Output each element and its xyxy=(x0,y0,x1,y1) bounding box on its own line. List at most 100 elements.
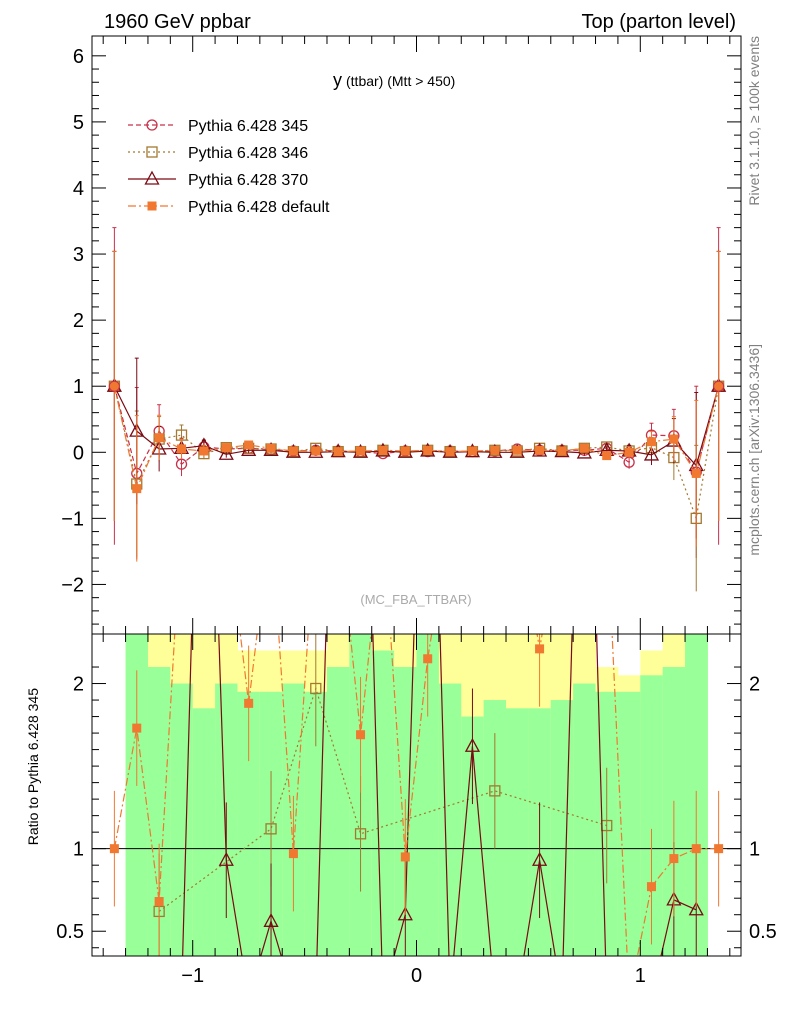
ratio-point xyxy=(288,849,298,859)
ratio-point xyxy=(535,644,545,654)
legend-label: Pythia 6.428 346 xyxy=(188,145,308,162)
y-tick-label: −1 xyxy=(61,508,84,530)
legend-label: Pythia 6.428 default xyxy=(188,199,330,216)
y-tick-label: 5 xyxy=(73,112,84,134)
series-0 xyxy=(108,227,725,560)
ratio-line xyxy=(113,634,719,956)
y-tick-label: 1 xyxy=(73,376,84,398)
ratio-line xyxy=(158,686,607,912)
band-green xyxy=(573,683,597,956)
ratio-point xyxy=(397,906,413,921)
main-title-y: y xyxy=(333,70,342,90)
series-line xyxy=(113,386,720,476)
x-tick-label: −1 xyxy=(181,965,204,987)
y-tick-label: 6 xyxy=(73,46,84,68)
data-point xyxy=(669,434,679,444)
data-point xyxy=(624,447,634,457)
legend: Pythia 6.428 345 Pythia 6.428 346 Pythia 6… xyxy=(128,118,330,216)
data-point xyxy=(378,445,388,455)
band-green xyxy=(237,691,261,956)
data-point xyxy=(579,443,589,453)
legend-marker xyxy=(147,201,157,211)
band-green xyxy=(170,683,194,956)
data-point xyxy=(199,446,209,456)
ratio-point xyxy=(489,785,501,797)
data-point xyxy=(400,446,410,456)
ratio-y-tick-label-right: 0.5 xyxy=(749,921,777,943)
data-point xyxy=(218,445,234,460)
data-point xyxy=(175,458,188,470)
ratio-point xyxy=(154,897,164,907)
band-green xyxy=(640,675,664,956)
data-point xyxy=(691,468,701,478)
main-title-suffix: (ttbar) (Mtt > 450) xyxy=(346,73,455,89)
data-point xyxy=(244,440,254,450)
ratio-point xyxy=(109,844,119,854)
data-point xyxy=(557,446,567,456)
band-green xyxy=(617,691,641,956)
ratio-point xyxy=(356,730,366,740)
data-point xyxy=(356,446,366,456)
data-point xyxy=(643,446,660,461)
ratio-point xyxy=(646,882,656,892)
series-3 xyxy=(109,250,724,562)
band-green xyxy=(506,708,529,956)
legend-marker xyxy=(146,146,158,158)
main-panel: −2 −1 0 1 2 3 4 5 6 y (ttbar) (Mtt > 450) (MC_FBA… xyxy=(61,35,742,635)
main-title: y (ttbar) (Mtt > 450) xyxy=(333,70,455,90)
ratio-point xyxy=(464,737,481,752)
legend-marker xyxy=(146,119,158,131)
legend-label: Pythia 6.428 345 xyxy=(188,118,308,135)
band-green xyxy=(550,700,574,956)
data-point xyxy=(177,444,187,454)
band-green xyxy=(147,667,171,956)
legend-label: Pythia 6.428 370 xyxy=(188,172,308,189)
ratio-series-2 xyxy=(109,634,724,956)
band-green xyxy=(371,650,395,956)
data-point xyxy=(646,437,656,447)
data-point xyxy=(535,445,545,455)
rivet-label: Rivet 3.1.10, ≥ 100k events xyxy=(746,36,762,206)
ratio-point xyxy=(218,851,234,866)
data-point xyxy=(288,446,298,456)
x-tick-label: 0 xyxy=(411,965,422,987)
series-1 xyxy=(108,250,725,592)
x-tick-label: 1 xyxy=(635,965,646,987)
mcplots-label: mcplots.cern.ch [arXiv:1306.3436] xyxy=(746,344,762,556)
band-green xyxy=(438,683,462,956)
ratio-point xyxy=(400,852,410,862)
ratio-ylabel: Ratio to Pythia 6.428 345 xyxy=(25,688,41,845)
data-point xyxy=(445,447,455,457)
y-tick-label: 3 xyxy=(73,244,84,266)
data-point xyxy=(221,443,231,453)
band-green xyxy=(416,634,440,956)
ratio-y-tick-label: 0.5 xyxy=(56,921,84,943)
band-green xyxy=(326,667,350,956)
band-green xyxy=(192,708,216,956)
data-point xyxy=(311,446,321,456)
data-point xyxy=(333,447,343,457)
y-tick-label: 4 xyxy=(73,178,84,200)
watermark: (MC_FBA_TTBAR) xyxy=(360,592,471,607)
edge-point xyxy=(108,380,120,392)
ratio-y-tick-label-right: 1 xyxy=(749,839,760,861)
ratio-panel: 0.5 0.5 1 1 2 2 −1 0 1 Ratio to Pythia 6.428 345 xyxy=(25,633,777,987)
ratio-point xyxy=(691,844,701,854)
ratio-point xyxy=(310,682,322,695)
data-point xyxy=(467,446,477,456)
header-left: 1960 GeV ppbar xyxy=(104,11,251,33)
ratio-point xyxy=(132,723,142,733)
ratio-point xyxy=(423,654,433,664)
band-green xyxy=(304,691,328,956)
data-point xyxy=(266,443,276,453)
data-point xyxy=(132,484,142,494)
ratio-point xyxy=(263,912,279,927)
ratio-y-tick-label: 2 xyxy=(73,674,84,696)
data-point xyxy=(602,451,612,461)
data-point xyxy=(512,445,522,455)
band-green xyxy=(461,716,485,956)
series-line xyxy=(113,385,720,467)
legend-marker xyxy=(144,170,160,185)
y-tick-label: −2 xyxy=(61,574,84,596)
